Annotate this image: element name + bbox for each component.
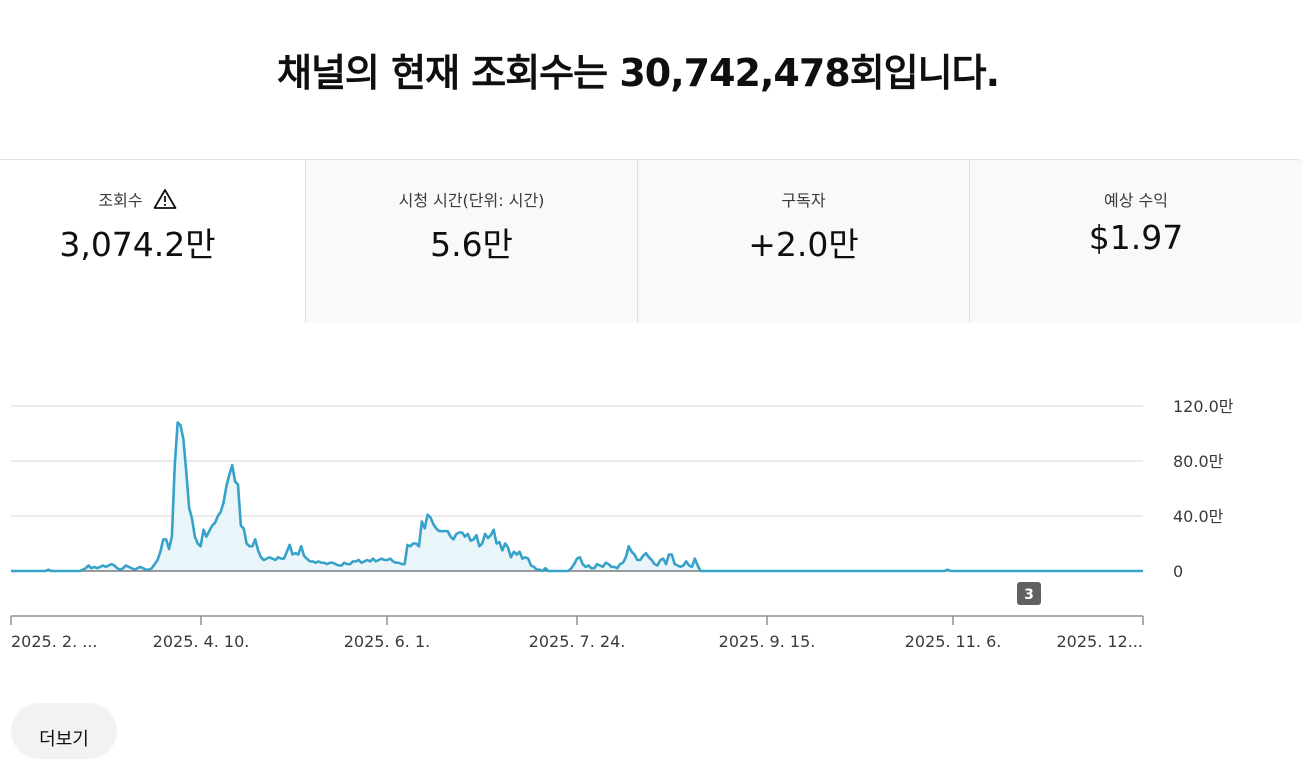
metric-label-row: 조회수 — [0, 187, 305, 211]
x-tick-label: 2025. 6. 1. — [344, 632, 431, 651]
annotation-badge-bg — [1017, 582, 1041, 605]
y-tick-label: 0 — [1173, 562, 1183, 581]
metric-label-revenue: 예상 수익 — [1104, 191, 1168, 210]
annotation-badge[interactable]: 3 — [1017, 582, 1041, 605]
y-tick-label: 40.0만 — [1173, 507, 1224, 526]
metric-label-row: 시청 시간(단위: 시간) — [306, 187, 637, 211]
metric-label-views: 조회수 — [98, 191, 143, 210]
series-area — [11, 422, 1143, 571]
metric-label-watch-time: 시청 시간(단위: 시간) — [398, 191, 545, 210]
chart-y-axis: 120.0만 80.0만 40.0만 0 — [1173, 397, 1234, 581]
metric-card-views[interactable]: 조회수 3,074.2만 — [0, 160, 306, 323]
chart-annotation: 3 — [1017, 582, 1041, 605]
metric-cards: 조회수 3,074.2만 시청 시간(단위: 시간) 5.6만 구독자 +2.0… — [0, 159, 1302, 323]
x-tick-label: 2025. 11. 6. — [905, 632, 1002, 651]
metric-label-subscribers: 구독자 — [781, 191, 826, 210]
more-button[interactable]: 더보기 — [11, 703, 117, 759]
series-line[interactable] — [11, 421, 1143, 573]
x-tick-label: 2025. 7. 24. — [529, 632, 626, 651]
annotation-badge-label: 3 — [1024, 587, 1034, 603]
chart-gridlines — [11, 405, 1143, 517]
metric-label-row: 예상 수익 — [970, 187, 1302, 211]
y-tick-label: 80.0만 — [1173, 452, 1224, 471]
views-chart: 120.0만 80.0만 40.0만 0 2025. 2. ... 2025. 4. 1… — [0, 380, 1302, 670]
metric-value-subscribers: +2.0만 — [748, 225, 859, 264]
x-tick-label: 2025. 12... — [1056, 632, 1143, 651]
page-title: 채널의 현재 조회수는 30,742,478회입니다. — [277, 51, 1000, 95]
x-tick-label: 2025. 2. ... — [11, 632, 98, 651]
chart-x-axis: 2025. 2. ... 2025. 4. 10. 2025. 6. 1. 2025.… — [10, 615, 1144, 651]
x-tick-label: 2025. 9. 15. — [719, 632, 816, 651]
chart-series — [11, 421, 1143, 573]
x-tick-label: 2025. 4. 10. — [153, 632, 250, 651]
y-tick-label: 120.0만 — [1173, 397, 1234, 416]
metric-card-watch-time[interactable]: 시청 시간(단위: 시간) 5.6만 — [306, 160, 638, 323]
metric-value-revenue: $1.97 — [1088, 218, 1184, 257]
metric-value-views: 3,074.2만 — [59, 225, 216, 264]
metric-label-row: 구독자 — [638, 187, 969, 211]
metric-value-watch-time: 5.6만 — [430, 225, 513, 264]
metric-card-subscribers[interactable]: 구독자 +2.0만 — [638, 160, 970, 323]
chart-svg: 120.0만 80.0만 40.0만 0 2025. 2. ... 2025. 4. 1… — [10, 397, 1234, 651]
metric-card-revenue[interactable]: 예상 수익 $1.97 — [970, 160, 1302, 323]
warning-triangle-icon[interactable] — [153, 188, 177, 210]
